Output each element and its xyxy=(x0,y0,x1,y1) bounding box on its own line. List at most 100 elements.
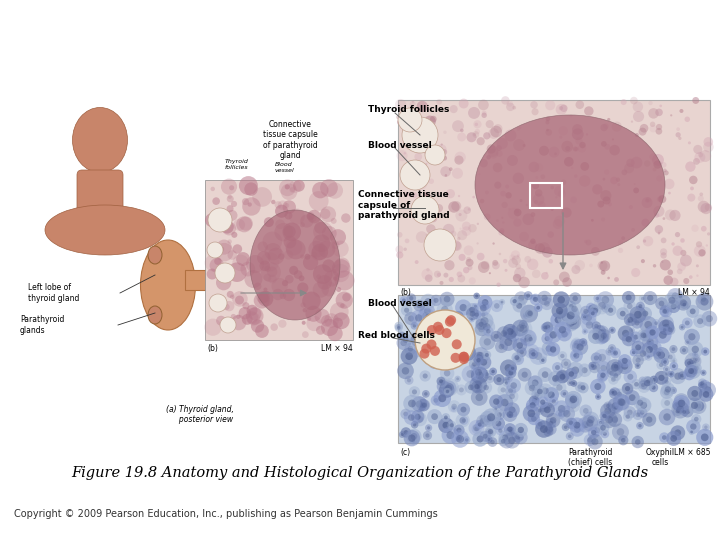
Circle shape xyxy=(577,343,584,350)
Circle shape xyxy=(590,379,606,394)
Circle shape xyxy=(698,382,704,388)
Circle shape xyxy=(546,413,560,428)
Circle shape xyxy=(455,435,462,442)
Circle shape xyxy=(588,329,603,344)
Circle shape xyxy=(618,435,629,445)
Circle shape xyxy=(417,416,423,422)
Circle shape xyxy=(665,372,668,375)
Circle shape xyxy=(446,431,454,439)
Circle shape xyxy=(646,197,651,202)
Circle shape xyxy=(649,383,658,392)
Circle shape xyxy=(532,399,536,403)
Circle shape xyxy=(600,429,609,438)
Circle shape xyxy=(495,426,505,435)
Circle shape xyxy=(410,336,417,343)
Circle shape xyxy=(496,219,499,222)
Circle shape xyxy=(698,380,711,393)
Circle shape xyxy=(662,309,667,314)
Circle shape xyxy=(457,237,461,240)
Circle shape xyxy=(492,417,505,430)
Circle shape xyxy=(570,349,583,362)
Circle shape xyxy=(480,199,485,204)
Circle shape xyxy=(448,400,460,413)
Text: Oxyphil
cells: Oxyphil cells xyxy=(645,448,675,468)
Circle shape xyxy=(492,261,500,269)
Circle shape xyxy=(456,413,469,428)
Circle shape xyxy=(618,354,631,367)
Circle shape xyxy=(702,372,705,374)
Circle shape xyxy=(433,322,443,332)
Circle shape xyxy=(507,155,518,166)
Circle shape xyxy=(571,338,582,349)
Circle shape xyxy=(483,326,493,336)
Circle shape xyxy=(424,392,428,396)
Circle shape xyxy=(475,300,491,316)
Circle shape xyxy=(672,246,683,256)
Circle shape xyxy=(685,359,693,368)
Circle shape xyxy=(230,314,236,320)
Circle shape xyxy=(646,416,652,423)
Circle shape xyxy=(581,340,585,345)
Circle shape xyxy=(284,226,296,238)
Circle shape xyxy=(523,313,529,319)
Circle shape xyxy=(556,372,565,381)
Circle shape xyxy=(478,173,480,176)
Circle shape xyxy=(580,142,586,149)
Circle shape xyxy=(233,219,245,231)
Circle shape xyxy=(444,370,451,376)
Circle shape xyxy=(274,201,282,208)
Circle shape xyxy=(575,147,579,151)
Circle shape xyxy=(694,245,706,257)
Circle shape xyxy=(629,394,636,401)
Circle shape xyxy=(397,150,408,161)
Circle shape xyxy=(493,374,505,385)
Circle shape xyxy=(539,402,550,412)
Circle shape xyxy=(602,414,607,418)
Circle shape xyxy=(436,99,442,105)
Circle shape xyxy=(647,295,653,301)
Circle shape xyxy=(476,312,493,330)
Circle shape xyxy=(634,382,639,387)
Circle shape xyxy=(264,243,282,260)
Circle shape xyxy=(622,383,634,394)
Circle shape xyxy=(321,315,332,327)
Circle shape xyxy=(503,407,517,422)
Circle shape xyxy=(404,152,406,154)
Circle shape xyxy=(680,346,688,355)
Circle shape xyxy=(451,406,457,412)
Circle shape xyxy=(528,405,531,408)
Circle shape xyxy=(444,260,454,271)
Circle shape xyxy=(639,376,647,384)
Circle shape xyxy=(485,426,496,437)
Text: LM × 685: LM × 685 xyxy=(673,448,710,457)
Circle shape xyxy=(597,369,609,381)
Circle shape xyxy=(482,111,487,116)
Circle shape xyxy=(503,330,508,336)
Circle shape xyxy=(586,321,593,329)
Circle shape xyxy=(655,297,668,310)
Circle shape xyxy=(672,347,675,351)
Circle shape xyxy=(439,348,446,355)
Circle shape xyxy=(478,99,489,110)
Circle shape xyxy=(474,123,478,126)
Circle shape xyxy=(542,322,554,333)
Circle shape xyxy=(403,247,407,251)
Circle shape xyxy=(575,100,584,109)
Circle shape xyxy=(698,249,706,256)
Circle shape xyxy=(523,291,533,300)
Circle shape xyxy=(548,392,554,399)
Circle shape xyxy=(479,322,484,327)
Circle shape xyxy=(616,178,620,182)
Circle shape xyxy=(589,305,593,310)
Circle shape xyxy=(624,406,636,418)
Circle shape xyxy=(664,292,680,308)
Circle shape xyxy=(660,248,667,255)
Circle shape xyxy=(284,212,292,220)
Circle shape xyxy=(508,377,510,380)
Circle shape xyxy=(446,390,449,393)
Circle shape xyxy=(259,292,270,302)
Circle shape xyxy=(658,232,660,234)
Circle shape xyxy=(685,339,690,346)
Circle shape xyxy=(528,395,540,407)
Circle shape xyxy=(630,348,638,356)
